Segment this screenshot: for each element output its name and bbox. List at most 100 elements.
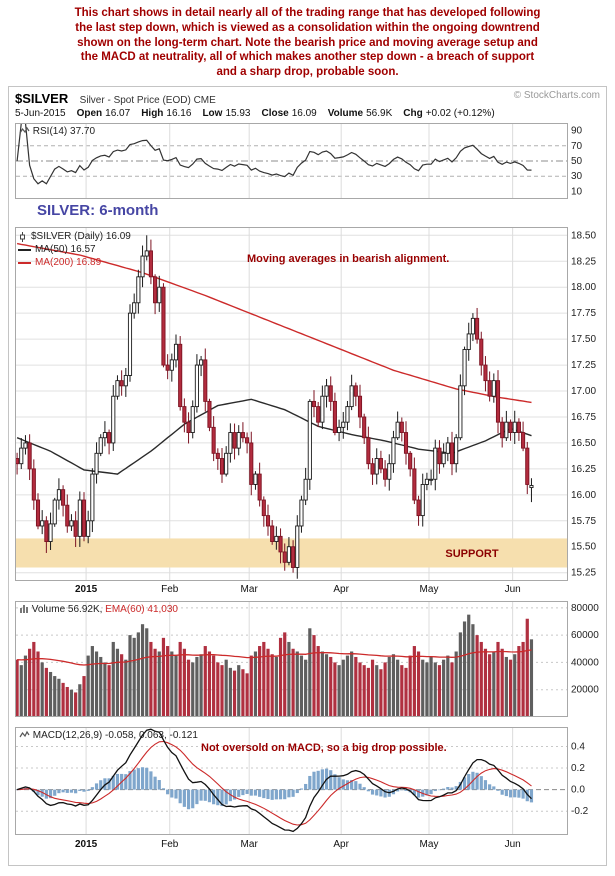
macd-annotation: Not oversold on MACD, so a big drop poss… (201, 742, 447, 754)
x-axis-label: Feb (161, 839, 179, 850)
quote-field-label: Volume (327, 108, 364, 119)
svg-text:80000: 80000 (571, 603, 599, 614)
svg-text:18.50: 18.50 (571, 230, 596, 241)
price-annotation: Moving averages in bearish alignment. (247, 253, 450, 265)
svg-text:60000: 60000 (571, 630, 599, 641)
rsi-legend-text: RSI(14) 37.70 (32, 126, 96, 137)
commentary-line: shown on the long-term chart. Note the b… (77, 36, 538, 49)
ma-line-swatch (18, 248, 31, 251)
volume-bars (15, 614, 534, 716)
panel-border (15, 727, 568, 835)
quote-field-value: 16.07 (105, 108, 131, 119)
chart-title: SILVER: 6-month (37, 202, 159, 219)
quote-field-value: 15.93 (225, 108, 251, 119)
ma200-line (16, 242, 532, 404)
ticker-symbol: $SILVER (15, 91, 69, 106)
commentary-line: and a sharp drop, probable soon. (216, 66, 399, 79)
month-gridlines (85, 602, 514, 716)
svg-text:15.50: 15.50 (571, 542, 596, 553)
x-axis-label: Jun (504, 584, 521, 595)
svg-text:17.00: 17.00 (571, 386, 596, 397)
ticker-description: Silver - Spot Price (EOD) CME (79, 95, 216, 106)
commentary-line: the last step down, which is viewed as a… (75, 21, 540, 34)
quote-field-value: 56.9K (366, 108, 393, 119)
quote-field-label: High (141, 108, 164, 119)
svg-text:90: 90 (571, 126, 583, 137)
volume-ema-legend: EMA(60) 41,030 (105, 604, 178, 615)
candles-layer (15, 235, 534, 579)
volume-legend-value: Volume 56.92K, (31, 604, 103, 615)
copyright: © StockCharts.com (513, 90, 600, 101)
svg-text:16.25: 16.25 (571, 464, 596, 475)
price-legend-text: MA(200) 16.89 (35, 257, 102, 268)
support-label: SUPPORT (445, 548, 499, 560)
ma50-line (16, 398, 532, 475)
candlestick-icon (20, 231, 25, 242)
quote-field-value: +0.02 (+0.12%) (425, 108, 495, 119)
macd-legend-text: MACD(12,26,9) -0.058, 0.063, -0.121 (32, 730, 198, 741)
svg-text:16.00: 16.00 (571, 490, 596, 501)
svg-text:16.50: 16.50 (571, 438, 596, 449)
svg-text:70: 70 (571, 141, 583, 152)
x-axis-label: Apr (333, 584, 349, 595)
svg-text:20000: 20000 (571, 685, 599, 696)
svg-text:0.4: 0.4 (571, 741, 585, 752)
volume-legend: Volume 56.92K, EMA(60) 41,030 (19, 604, 178, 615)
svg-text:15.25: 15.25 (571, 568, 596, 579)
svg-text:40000: 40000 (571, 657, 599, 668)
quote-fields: Open 16.07 High 16.16 Low 15.93 Close 16.09 Volu… (66, 108, 495, 119)
svg-text:0.2: 0.2 (571, 763, 585, 774)
x-axis-label: May (419, 584, 439, 595)
svg-text:15.75: 15.75 (571, 516, 596, 527)
rsi-panel: 90 70 50 30 10 (15, 123, 583, 199)
svg-text:17.50: 17.50 (571, 334, 596, 345)
price-legend-text: MA(50) 16.57 (35, 244, 96, 255)
x-axis-label: 2015 (74, 584, 98, 595)
commentary: This chart shows in detail nearly all of… (8, 6, 607, 80)
quote-field-label: Low (202, 108, 223, 119)
x-axis-bottom: 2015 Feb Mar Apr May Jun (9, 839, 604, 852)
x-axis-label: Jun (504, 839, 521, 850)
macd-legend: MACD(12,26,9) -0.058, 0.063, -0.121 (19, 730, 198, 741)
svg-text:18.25: 18.25 (571, 256, 596, 267)
macd-signal-line (17, 740, 532, 826)
month-gridlines (85, 728, 514, 834)
panel-border (15, 227, 568, 581)
x-axis-label: May (419, 839, 439, 850)
volume-panel: 80000 60000 40000 20000 (15, 601, 599, 717)
indicator-icon (19, 730, 30, 738)
ma-line-swatch (18, 261, 31, 264)
x-axis-label: Mar (240, 584, 258, 595)
svg-text:17.75: 17.75 (571, 308, 596, 319)
month-gridlines (85, 124, 514, 198)
x-axis-label: Apr (333, 839, 349, 850)
quote-field-label: Chg (403, 108, 423, 119)
quote-field-value: 16.09 (291, 108, 317, 119)
svg-text:50: 50 (571, 156, 583, 167)
svg-text:17.25: 17.25 (571, 360, 596, 371)
price-legend-ma50: MA(50) 16.57 (18, 243, 131, 256)
svg-text:-0.2: -0.2 (571, 806, 589, 817)
price-legend-symbol: $SILVER (Daily) 16.09 (18, 230, 131, 243)
macd-panel: 0.4 0.2 0.0 -0.2 (15, 727, 589, 835)
x-axis-label: Feb (161, 584, 179, 595)
svg-text:0.0: 0.0 (571, 785, 585, 796)
rsi-legend: RSI(14) 37.70 (19, 126, 95, 137)
price-legend: $SILVER (Daily) 16.09 MA(50) 16.57 MA(200)… (18, 230, 131, 269)
x-axis-top: 2015 Feb Mar Apr May Jun (9, 584, 604, 597)
indicator-icon (19, 126, 30, 134)
price-legend-text: $SILVER (Daily) 16.09 (31, 231, 131, 242)
x-axis-label: Mar (240, 839, 258, 850)
macd-line (16, 728, 532, 833)
commentary-line: This chart shows in detail nearly all of… (74, 7, 541, 19)
month-gridlines (85, 228, 514, 580)
svg-text:10: 10 (571, 186, 583, 197)
x-axis-label: 2015 (74, 839, 98, 850)
svg-text:18.00: 18.00 (571, 282, 596, 293)
chart-header: © StockCharts.com $SILVER Silver - Spot … (15, 90, 600, 106)
chart: © StockCharts.com $SILVER Silver - Spot … (8, 86, 607, 866)
rsi-line (16, 123, 532, 185)
quote-date: 5-Jun-2015 (15, 108, 66, 119)
quote-field-label: Open (76, 108, 103, 119)
